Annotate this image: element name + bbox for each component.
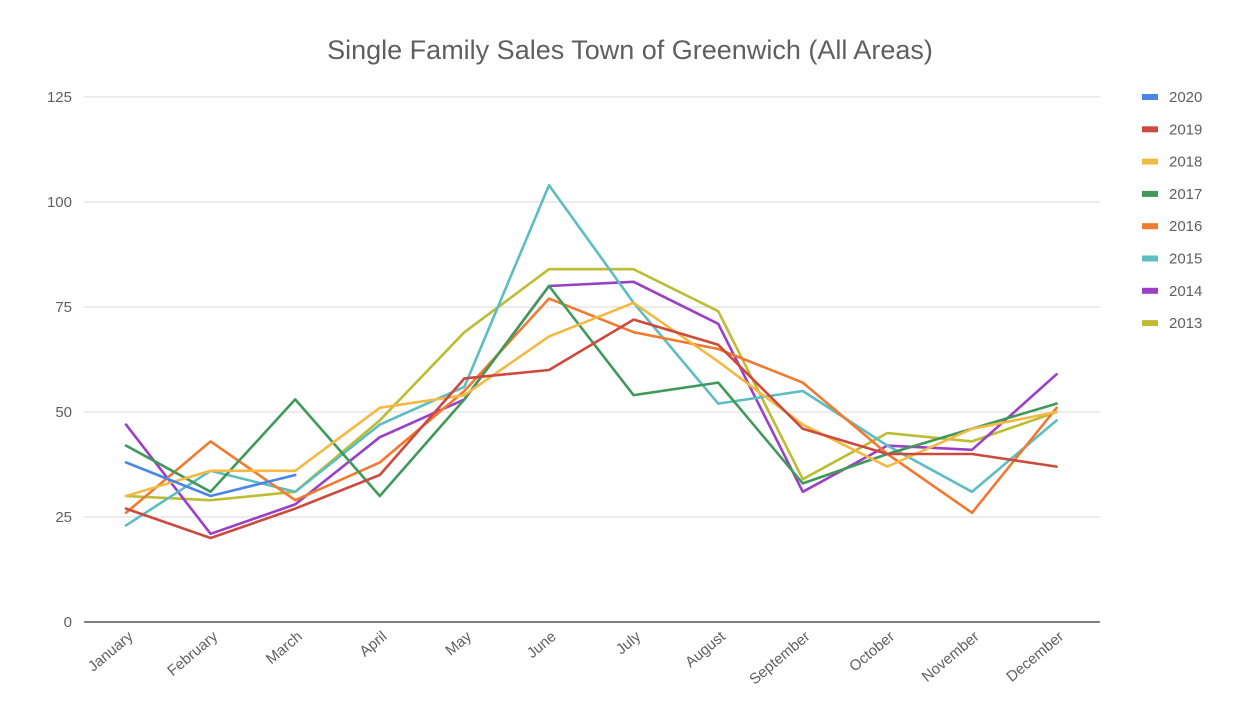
legend-swatch-2018	[1142, 158, 1158, 165]
series-line-2018	[124, 301, 1058, 498]
legend-label-2014: 2014	[1169, 283, 1202, 300]
y-tick-label: 25	[55, 509, 72, 526]
x-tick-label: August	[682, 628, 729, 672]
legend-label-2019: 2019	[1169, 121, 1202, 138]
legend-swatch-2020	[1142, 94, 1158, 100]
legend-label-2017: 2017	[1169, 186, 1202, 203]
x-tick-label: October	[846, 628, 898, 675]
x-tick-label: December	[1003, 628, 1067, 686]
legend-label-2018: 2018	[1169, 154, 1202, 171]
x-tick-label: May	[442, 628, 475, 660]
series-line-2017	[124, 284, 1058, 498]
x-tick-label: April	[356, 628, 390, 660]
x-tick-label: February	[164, 628, 221, 680]
series-line-2013	[124, 267, 1058, 502]
legend-swatch-2017	[1142, 190, 1158, 197]
chart-title: Single Family Sales Town of Greenwich (A…	[327, 35, 933, 65]
y-axis: 0 25 50 75 100 125	[47, 89, 72, 631]
x-tick-label: July	[613, 628, 645, 658]
legend-swatch-2015	[1142, 255, 1158, 262]
legend-label-2015: 2015	[1169, 251, 1202, 268]
y-tick-label: 75	[55, 299, 72, 316]
y-tick-label: 0	[64, 614, 72, 631]
legend-label-2020: 2020	[1169, 89, 1202, 106]
x-tick-label: September	[746, 628, 813, 688]
legend-swatch-2013	[1142, 320, 1158, 327]
x-tick-label: January	[85, 628, 137, 676]
legend-swatch-2019	[1142, 126, 1158, 133]
legend-swatch-2016	[1142, 223, 1158, 230]
x-tick-label: June	[524, 628, 560, 662]
legend-swatch-2014	[1142, 287, 1158, 294]
legend-label-2016: 2016	[1169, 218, 1202, 235]
series-line-2019	[124, 318, 1058, 540]
x-tick-label: March	[263, 628, 306, 668]
series-lines	[124, 183, 1058, 540]
series-line-2014	[124, 280, 1058, 536]
legend: 2020 2019 2018 2017 2016 2015 2014 2013	[1142, 89, 1202, 332]
gridlines	[84, 96, 1100, 518]
y-tick-label: 125	[47, 89, 72, 106]
legend-label-2013: 2013	[1169, 315, 1202, 332]
x-axis: January February March April May June July Augu…	[84, 621, 1100, 688]
series-line-2020	[124, 461, 297, 498]
y-tick-label: 100	[47, 194, 72, 211]
series-line-2016	[124, 297, 1058, 515]
x-tick-label: November	[919, 628, 983, 686]
y-tick-label: 50	[55, 404, 72, 421]
